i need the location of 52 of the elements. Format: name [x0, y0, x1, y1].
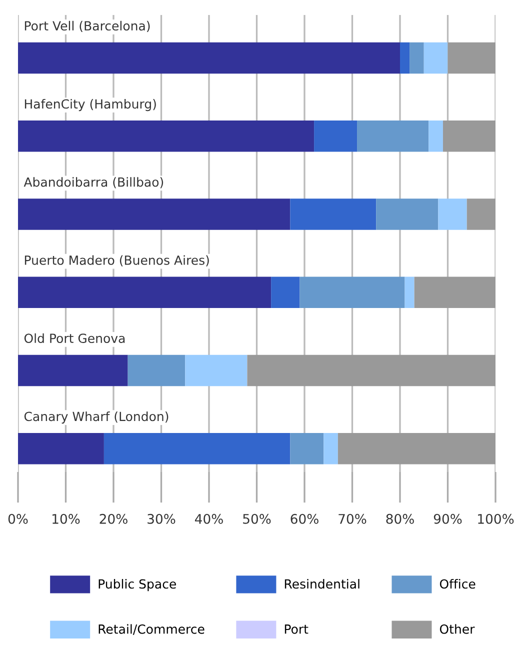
y-tick-label: Port Vell (Barcelona) — [24, 20, 150, 32]
legend-label: Office — [440, 578, 476, 589]
legend-label: Port — [284, 624, 308, 634]
x-tick-label: 70% — [338, 514, 366, 524]
bar — [466, 198, 496, 230]
bar — [18, 276, 272, 308]
legend-label: Retail/Commerce — [98, 624, 204, 635]
bar — [18, 198, 290, 230]
x-tick-label: 80% — [386, 514, 414, 524]
bar — [18, 354, 128, 386]
x-tick-label: 0% — [8, 514, 28, 524]
bar — [300, 276, 405, 308]
bar — [438, 198, 467, 230]
bar — [414, 276, 496, 308]
bar — [18, 432, 104, 464]
bar — [338, 432, 496, 464]
bar — [410, 42, 424, 74]
bar — [247, 354, 496, 386]
x-tick-label: 40% — [194, 514, 223, 524]
bar — [404, 276, 414, 308]
x-tick-label: 30% — [148, 514, 176, 524]
bar — [18, 120, 314, 152]
bar — [271, 276, 300, 308]
bar — [400, 42, 410, 74]
legend-label: Public Space — [98, 578, 176, 592]
x-tick-label: 100% — [478, 514, 514, 524]
bar — [128, 354, 186, 386]
bar — [442, 120, 496, 152]
bar — [428, 120, 443, 152]
bar — [324, 432, 338, 464]
bar — [314, 120, 358, 152]
bar — [290, 432, 324, 464]
y-tick-label: Canary Wharf (London) — [24, 411, 168, 424]
legend-label: Resindential — [284, 578, 360, 589]
y-tick-label: Puerto Madero (Buenos Aires) — [24, 255, 209, 266]
y-tick-label: Abandoibarra (Billbao) — [24, 177, 164, 188]
bar — [290, 198, 376, 230]
x-tick-label: 10% — [52, 514, 80, 524]
x-tick-label: 60% — [290, 514, 318, 524]
bar — [185, 354, 248, 386]
bar — [376, 198, 438, 230]
y-tick-label: Old Port Genova — [24, 333, 125, 344]
x-tick-label: 90% — [434, 514, 462, 524]
bar — [18, 42, 400, 74]
bar — [448, 42, 496, 74]
x-tick-label: 50% — [243, 514, 271, 524]
bar — [357, 120, 429, 152]
y-tick-label: HafenCity (Hamburg) — [24, 98, 156, 112]
x-tick-label: 20% — [100, 514, 128, 524]
bar — [104, 432, 290, 464]
legend-label: Other — [440, 624, 475, 634]
bar — [424, 42, 448, 74]
